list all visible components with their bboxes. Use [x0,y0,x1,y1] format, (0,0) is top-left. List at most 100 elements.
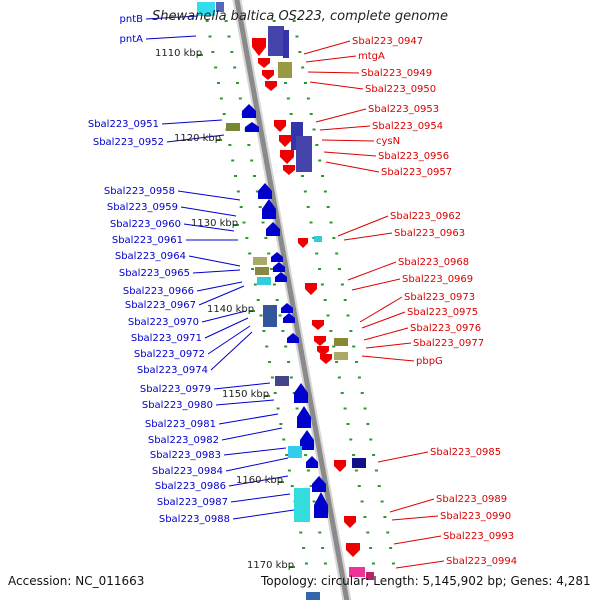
track-dot [301,175,305,177]
label-connector [323,151,377,157]
gene-label-left: Sbal223_0967 [125,300,196,311]
track-dot [284,345,288,348]
track-dot [323,562,327,565]
track-dot [306,206,310,208]
track-dot [352,454,356,456]
label-connector [204,317,249,339]
track-dot [276,407,280,410]
track-dot [315,144,319,146]
tick-label: 1160 kbp [236,475,283,486]
gene-label-left: Sbal223_0988 [159,514,230,525]
track-dot [386,531,390,534]
gene-arrow-forward [242,104,256,118]
track-dot [380,500,384,503]
track-dot [321,175,325,177]
track-dot [329,221,333,224]
gene-block [334,352,348,360]
tick-mark [197,54,203,56]
track-dot [228,144,232,146]
track-dot [326,206,330,208]
map-title: Shewanella baltica OS223, complete genom… [152,9,448,24]
track-dot [354,469,358,472]
track-dot [374,469,378,472]
gene-block [255,267,269,275]
label-connector [361,355,415,362]
track-dot [371,562,375,565]
track-dot [309,485,313,487]
track-dot [335,361,339,363]
track-dot [360,392,364,394]
track-dot [299,531,303,534]
tick-label: 1140 kbp [207,304,254,315]
track-dot [318,531,322,534]
track-dot [270,268,274,270]
gene-label-left: Sbal223_0982 [148,435,219,446]
label-connector [215,399,275,406]
gene-block [216,2,224,12]
track-dot [318,268,322,270]
track-dot [298,51,302,53]
track-dot [326,314,330,317]
gene-arrow-reverse [298,238,308,248]
gene-arrow-reverse [317,346,329,356]
track-dot [222,113,226,115]
track-dot [282,438,286,441]
gene-label-left: Sbal223_0981 [145,419,216,430]
gene-arrow-reverse [279,135,291,147]
gene-label-right: Sbal223_0957 [381,167,452,178]
gene-block [288,446,302,458]
gene-label-left: Sbal223_0961 [112,235,183,246]
label-connector [307,71,360,74]
label-connector [389,498,435,513]
gene-label-right: Sbal223_0993 [443,531,514,542]
track-dot [256,299,260,301]
track-dot [261,221,265,224]
gene-arrow-forward [283,313,295,323]
tick-mark [249,310,255,312]
gene-label-left: Sbal223_0965 [119,268,190,279]
track-dot [346,314,350,317]
tick-mark [278,481,284,483]
track-dot [349,330,353,332]
label-connector [395,560,445,569]
label-connector [188,255,241,267]
label-connector [232,509,295,520]
track-dot [286,97,290,100]
track-dot [250,159,254,162]
gene-arrow-reverse [262,70,274,80]
label-connector [225,457,289,472]
track-dot [320,283,324,286]
tick-mark [216,139,222,141]
track-dot [262,330,266,332]
genome-backbone [234,0,350,600]
track-dot [315,252,319,255]
gene-arrow-reverse [305,283,317,295]
track-dot [369,438,373,441]
track-dot [278,314,282,317]
track-dot [318,159,322,162]
label-connector [321,139,375,142]
gene-arrow-forward [312,476,326,492]
gene-arrow-reverse [252,38,266,56]
track-dot [332,345,336,348]
gene-label-left: Sbal223_0986 [155,481,226,492]
label-connector [347,261,397,281]
label-connector [166,134,225,143]
track-dot [335,252,339,255]
gene-label-left: Sbal223_0972 [134,349,205,360]
gene-arrow-forward [245,122,259,132]
track-dot [217,82,221,84]
label-connector [365,342,412,349]
gene-arrow-reverse [346,543,360,557]
gene-arrow-reverse [280,150,294,164]
gene-arrow-reverse [312,320,324,330]
track-dot [369,547,373,549]
label-connector [351,278,401,291]
gene-label-right: Sbal223_0954 [372,121,443,132]
track-dot [275,299,279,301]
gene-arrow-forward [314,492,328,518]
track-dot [352,345,356,348]
track-dot [303,190,307,193]
gene-label-right: Sbal223_0949 [361,68,432,79]
